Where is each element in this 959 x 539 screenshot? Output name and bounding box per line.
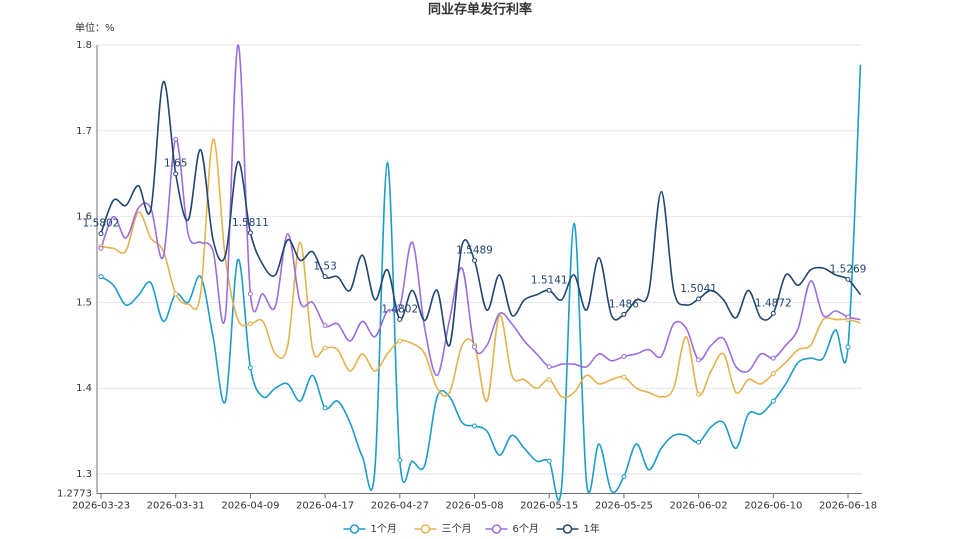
value-label: 1.5141 [531,274,568,286]
legend-marker [491,524,502,534]
x-tick-label: 2026-06-10 [744,501,802,512]
point-marker [322,323,328,329]
value-label: 1.4802 [381,303,418,315]
y-tick-label: 1.8 [76,40,92,51]
legend-label: 6个月 [513,523,539,535]
point-marker [173,291,179,297]
legend-label: 三个月 [442,523,472,535]
point-marker [247,365,253,371]
series-line [100,81,862,347]
legend-marker [349,524,360,534]
x-tick-label: 2026-06-18 [819,501,877,512]
series-line [100,138,861,402]
y-tick-label: 1.3 [76,469,92,480]
value-label: 1.5489 [456,244,493,256]
point-marker [696,391,702,397]
y-tick-label: 1.2773 [57,489,92,500]
value-label: 1.5041 [680,283,717,295]
point-marker [770,398,776,404]
point-marker [322,345,328,351]
value-label: 1.53 [313,261,336,273]
legend-label: 1个月 [371,523,397,535]
legend-item[interactable]: 三个月 [414,523,472,535]
point-marker [472,423,477,429]
point-marker [621,311,627,317]
legend-item[interactable]: 6个月 [485,523,539,535]
y-unit: 单位：% [75,21,115,34]
point-marker [247,291,253,297]
point-marker [621,353,627,359]
value-label: 1.65 [164,158,187,170]
point-marker [696,357,702,363]
legend-item[interactable]: 1个月 [343,523,397,535]
y-tick-label: 1.4 [76,383,92,394]
point-marker [397,457,403,463]
point-marker [247,230,253,236]
value-label: 1.486 [609,298,639,310]
point-marker [98,231,104,237]
chart-title: 同业存单发行利率 [428,2,532,18]
point-marker [621,374,627,380]
point-marker [472,344,477,350]
point-marker [322,405,328,411]
point-marker [98,274,104,280]
point-marker [546,377,552,383]
point-marker [621,474,627,480]
point-marker [845,344,851,350]
legend-item[interactable]: 1年 [556,522,600,535]
point-marker [397,304,403,310]
x-tick-label: 2026-04-27 [371,501,429,512]
legend-marker [420,524,431,534]
value-label: 1.5802 [83,218,120,230]
y-tick-label: 1.7 [76,126,92,137]
point-marker [173,136,179,142]
y-tick-label: 1.5 [76,297,92,308]
legend-marker [562,524,573,534]
x-tick-label: 2026-05-15 [520,501,578,512]
point-marker [173,171,179,177]
series-line [100,64,862,501]
point-marker [397,316,403,322]
point-marker [247,321,253,327]
value-label: 1.5811 [232,217,269,229]
point-marker [770,355,776,361]
point-marker [546,458,552,464]
point-marker [546,287,552,293]
point-marker [696,296,702,302]
series-line [100,44,861,377]
value-label: 1.4872 [755,297,792,309]
x-tick-label: 2026-06-02 [670,501,728,512]
x-tick-label: 2026-03-23 [72,501,130,512]
point-marker [397,338,403,344]
point-marker [696,439,702,445]
x-tick-label: 2026-05-25 [595,501,653,512]
x-tick-label: 2026-04-09 [221,501,279,512]
point-marker [845,314,851,320]
legend-label: 1年 [584,522,600,535]
point-marker [770,371,776,377]
y-tick-label: 1.6 [76,212,92,223]
point-marker [472,257,477,263]
point-marker [322,274,328,280]
point-marker [845,276,851,282]
point-marker [98,245,104,251]
point-marker [546,364,552,370]
x-tick-label: 2026-04-17 [296,501,354,512]
value-label: 1.5269 [830,263,867,275]
x-tick-label: 2026-03-31 [147,501,205,512]
x-tick-label: 2026-05-08 [445,501,503,512]
point-marker [770,310,776,316]
